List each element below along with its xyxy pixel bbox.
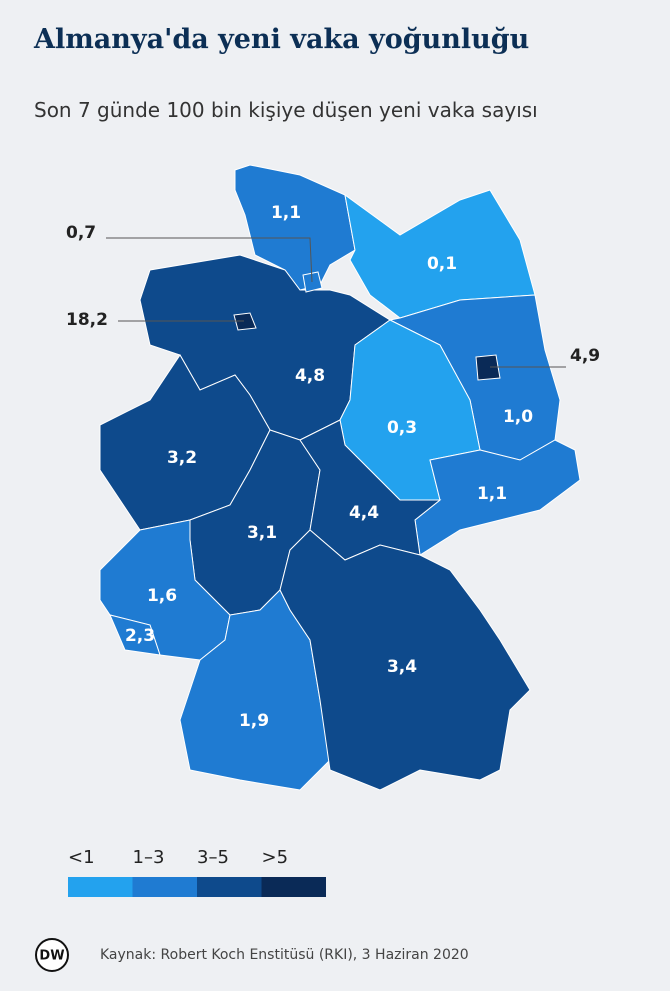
title: Almanya'da yeni vaka yoğunluğu: [34, 24, 530, 55]
legend-swatch: [261, 877, 326, 897]
region-label: 1,9: [239, 711, 269, 731]
legend: <1 1–3 3–5 >5: [68, 847, 326, 897]
region-label: 1,1: [271, 203, 301, 223]
region-label: 0,3: [387, 418, 417, 438]
legend-swatch: [68, 877, 133, 897]
legend-label: 3–5: [197, 847, 229, 868]
subtitle: Son 7 günde 100 bin kişiye düşen yeni va…: [34, 98, 538, 122]
legend-label: <1: [68, 847, 95, 868]
region-label: 0,7: [66, 223, 96, 243]
region: [233, 312, 257, 331]
legend-swatch: [132, 877, 197, 897]
region-label: 2,3: [125, 626, 155, 646]
region-label: 1,1: [477, 484, 507, 504]
region-label: 4,8: [295, 366, 325, 386]
legend-swatch: [197, 877, 262, 897]
region: [475, 354, 501, 381]
region-label: 0,1: [427, 254, 457, 274]
region-label: 3,4: [387, 657, 417, 677]
source: Kaynak: Robert Koch Enstitüsü (RKI), 3 H…: [100, 947, 469, 963]
region-label: 1,6: [147, 586, 177, 606]
leader-line: [106, 237, 313, 283]
logo-circle: [35, 938, 69, 972]
legend-label: >5: [262, 847, 289, 868]
region-label: 4,9: [570, 346, 600, 366]
region-label: 1,0: [503, 407, 533, 427]
region: [279, 529, 531, 791]
region: [109, 614, 161, 656]
region-label: 3,2: [167, 448, 197, 468]
region: [302, 271, 323, 293]
region: [299, 419, 442, 561]
region-label: 18,2: [66, 310, 108, 330]
logo: DW: [39, 949, 64, 964]
region-label: 3,1: [247, 523, 277, 543]
legend-label: 1–3: [133, 847, 165, 868]
region-label: 4,4: [349, 503, 379, 523]
